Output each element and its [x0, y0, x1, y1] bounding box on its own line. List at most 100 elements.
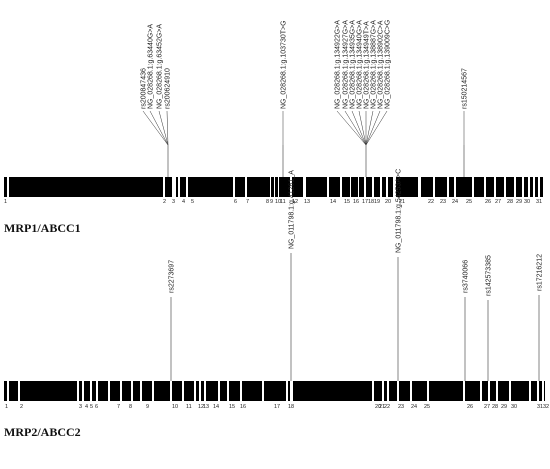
intron-gap	[199, 380, 201, 402]
intron-gap	[494, 176, 496, 198]
intron-gap	[427, 380, 429, 402]
variant-label: rs3740066	[463, 260, 470, 293]
exon-number-label: 13	[203, 404, 209, 410]
intron-gap	[454, 176, 456, 198]
exon-number-label: 30	[524, 199, 530, 205]
intron-gap	[218, 380, 220, 402]
intron-gap	[204, 380, 206, 402]
exon-number-label: 5	[191, 199, 194, 205]
intron-gap	[131, 380, 133, 402]
exon-number-label: 32	[543, 404, 549, 410]
exon-number-label: 9	[146, 404, 149, 410]
exon-number-label: 20	[375, 404, 381, 410]
exon-number-label: 16	[240, 404, 246, 410]
exon-number-label: 28	[507, 199, 513, 205]
variant-connector-line	[149, 110, 169, 146]
variant-connector-line	[365, 110, 388, 146]
variant-label: NG_011798.1:g.54253A>C	[396, 169, 403, 253]
intron-gap	[90, 380, 92, 402]
intron-gap	[382, 380, 384, 402]
exon-number-label: 31	[536, 199, 542, 205]
exon-number-label: 26	[467, 404, 473, 410]
variant-label: NG_028268.1:g.103730T>G	[281, 20, 288, 109]
variant-connector-line	[358, 110, 367, 146]
exon-number-label: 7	[246, 199, 249, 205]
exon-number-label: 21	[399, 199, 405, 205]
exon-number-label: 29	[516, 199, 522, 205]
intron-gap	[522, 176, 524, 198]
intron-gap	[152, 380, 154, 402]
exon-number-label: 27	[495, 199, 501, 205]
intron-gap	[245, 176, 247, 198]
intron-gap	[140, 380, 142, 402]
exon-number-label: 7	[117, 404, 120, 410]
exon-number-label: 5	[90, 404, 93, 410]
exon-number-label: 30	[511, 404, 517, 410]
intron-gap	[290, 176, 292, 198]
variant-label: NG_028268.1:g.134927G>A	[343, 20, 350, 109]
variant-connector-line	[142, 110, 169, 146]
variant-label: NG_028268.1:g.134922G>A	[335, 20, 342, 109]
exon-number-label: 4	[85, 404, 88, 410]
variant-label: rs150214567	[462, 68, 469, 109]
intron-gap	[108, 380, 110, 402]
intron-gap	[227, 380, 229, 402]
intron-gap	[278, 176, 279, 198]
variant-label: NG_028268.1:g.134940G>A	[357, 20, 364, 109]
variant-label: rs17216212	[537, 254, 544, 291]
exon-number-label: 1	[5, 404, 8, 410]
intron-gap	[262, 380, 264, 402]
exon-number-label: 26	[485, 199, 491, 205]
variant-connector-line	[344, 110, 367, 146]
intron-gap	[240, 380, 242, 402]
intron-gap	[172, 176, 176, 198]
variant-label: NG_028268.1:g.63452G>A	[157, 24, 164, 109]
intron-gap	[447, 176, 449, 198]
intron-gap	[418, 176, 421, 198]
exon-number-label: 11	[280, 199, 286, 205]
intron-gap	[170, 380, 172, 402]
exon-number-label: 28	[492, 404, 498, 410]
variant-label: NG_028268.1:g.134949T>A	[364, 21, 371, 109]
intron-gap	[514, 176, 516, 198]
intron-gap	[163, 176, 165, 198]
intron-gap	[77, 380, 79, 402]
exon-number-label: 27	[484, 404, 490, 410]
exon-number-label: 17	[362, 199, 368, 205]
exon-number-label: 19	[374, 199, 380, 205]
exon-number-label: 4	[182, 199, 185, 205]
exon-number-label: 29	[501, 404, 507, 410]
exon-number-label: 31	[537, 404, 543, 410]
exon-number-label: 15	[229, 404, 235, 410]
intron-gap	[529, 380, 531, 402]
intron-gap	[410, 380, 412, 402]
intron-gap	[463, 380, 465, 402]
mrp1-gene-panel: rs200847436 NG_028268.1:g.63440G>A NG_0282…	[4, 20, 545, 235]
exon-number-label: 12	[198, 404, 204, 410]
exon-number-label: 23	[440, 199, 446, 205]
exon-number-label: 1	[4, 199, 7, 205]
intron-gap	[393, 176, 396, 198]
variant-connector-line	[351, 110, 367, 146]
exon-number-label: 18	[368, 199, 374, 205]
variant-connector-line	[336, 110, 367, 146]
exon-number-label: 13	[304, 199, 310, 205]
exon-number-label: 22	[428, 199, 434, 205]
variant-connector-line	[166, 110, 169, 146]
variant-label: NG_028268.1:g.138902C>A	[378, 20, 385, 109]
variant-label: rs142573385	[486, 255, 493, 296]
mrp1-gene-title: MRP1/ABCC1	[4, 221, 81, 235]
intron-gap	[533, 176, 535, 198]
intron-gap	[340, 176, 342, 198]
exon-number-label: 6	[95, 404, 98, 410]
exon-number-label: 8	[129, 404, 132, 410]
intron-gap	[488, 380, 490, 402]
intron-gap	[528, 176, 530, 198]
intron-gap	[120, 380, 122, 402]
variant-connector-line	[365, 110, 381, 146]
intron-gap	[303, 176, 306, 198]
exon-number-label: 9	[270, 199, 273, 205]
exon-number-label: 16	[353, 199, 359, 205]
mrp1-intron-gaps	[7, 176, 545, 198]
